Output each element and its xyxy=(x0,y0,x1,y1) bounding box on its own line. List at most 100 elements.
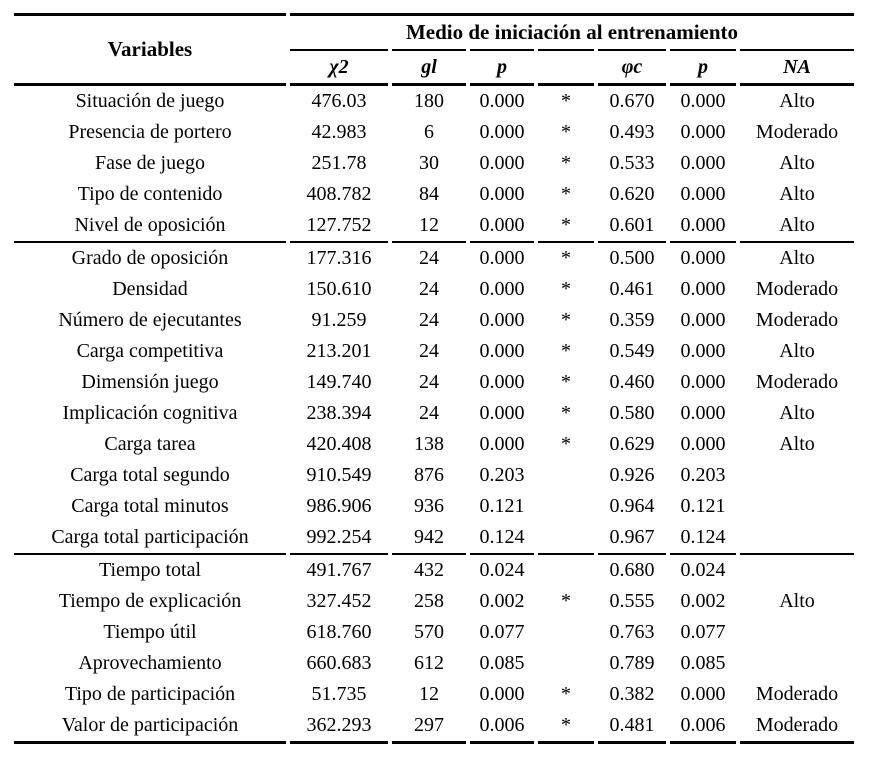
cell-gl: 24 xyxy=(419,402,439,424)
cell-p1: 0.077 xyxy=(479,621,525,643)
cell-phic: 0.481 xyxy=(598,710,666,744)
cell-significance: * xyxy=(561,683,571,705)
cell-chi2: 213.201 xyxy=(306,340,372,362)
cell-p1: 0.000 xyxy=(479,183,525,205)
cell-phic: 0.533 xyxy=(609,152,655,174)
cell-na: Alto xyxy=(779,152,815,174)
cell-gl: 297 xyxy=(392,710,466,744)
cell-gl: 24 xyxy=(419,278,439,300)
cell-phic: 0.555 xyxy=(609,590,655,612)
cell-p1: 0.000 xyxy=(479,402,525,424)
document-page: Variables Medio de iniciación al entrena… xyxy=(10,13,858,744)
cell-p1: 0.000 xyxy=(479,371,525,393)
cell-p1: 0.000 xyxy=(479,247,525,269)
cell-variable: Grado de oposición xyxy=(71,247,229,269)
cell-phic: 0.670 xyxy=(609,90,655,112)
cell-significance: * xyxy=(561,309,571,331)
cell-variable: Nivel de oposición xyxy=(14,210,286,243)
cell-p1: 0.000 xyxy=(479,152,525,174)
cell-na: Moderado xyxy=(740,710,854,744)
cell-p2: 0.000 xyxy=(680,183,726,205)
cell-gl: 936 xyxy=(414,495,444,517)
cell-na: Alto xyxy=(740,210,854,243)
cell-phic: 0.680 xyxy=(609,559,655,581)
cell-chi2: 491.767 xyxy=(306,559,372,581)
cell-gl: 30 xyxy=(419,152,439,174)
cell-p1: 0.000 xyxy=(470,210,534,243)
cell-variable: Tipo de participación xyxy=(64,683,236,705)
cell-p1: 0.000 xyxy=(479,309,525,331)
cell-p2: 0.000 xyxy=(680,433,726,455)
cell-p2: 0.085 xyxy=(680,652,726,674)
cell-gl: 432 xyxy=(414,559,444,581)
cell-na: Alto xyxy=(779,590,815,612)
table-row: Tipo de participación 51.735 12 0.000 * … xyxy=(14,679,854,710)
col-header-significance xyxy=(538,49,594,86)
cell-phic: 0.964 xyxy=(609,495,655,517)
table-row: Dimensión juego 149.740 24 0.000 * 0.460… xyxy=(14,367,854,398)
cell-variable: Carga total participación xyxy=(14,522,286,555)
cell-significance: * xyxy=(561,152,571,174)
table-row: Nivel de oposición 127.752 12 0.000 * 0.… xyxy=(14,210,854,243)
cell-p1: 0.000 xyxy=(479,90,525,112)
col-header-phic: φc xyxy=(598,49,666,86)
cell-variable: Dimensión juego xyxy=(81,371,219,393)
cell-gl: 12 xyxy=(419,683,439,705)
cell-na: Alto xyxy=(779,183,815,205)
cell-variable: Presencia de portero xyxy=(68,121,232,143)
cell-na: Alto xyxy=(779,340,815,362)
cell-chi2: 986.906 xyxy=(306,495,372,517)
table-row: Situación de juego 476.03 180 0.000 * 0.… xyxy=(14,86,854,117)
cell-na xyxy=(740,491,854,522)
cell-na xyxy=(740,617,854,648)
cell-gl: 24 xyxy=(419,247,439,269)
cell-variable: Fase de juego xyxy=(95,152,205,174)
statistics-table: Variables Medio de iniciación al entrena… xyxy=(10,13,858,744)
cell-significance: * xyxy=(561,121,571,143)
variables-column-header: Variables xyxy=(14,13,286,86)
cell-phic: 0.500 xyxy=(609,247,655,269)
cell-na: Alto xyxy=(779,433,815,455)
table-header: Variables Medio de iniciación al entrena… xyxy=(14,13,854,86)
cell-chi2: 992.254 xyxy=(290,522,388,555)
cell-p2: 0.000 xyxy=(680,247,726,269)
cell-na xyxy=(740,648,854,679)
cell-significance: * xyxy=(561,402,571,424)
cell-gl: 138 xyxy=(414,433,444,455)
cell-significance: * xyxy=(561,278,571,300)
cell-significance xyxy=(538,617,594,648)
cell-phic: 0.359 xyxy=(609,309,655,331)
table-row: Tiempo útil 618.760 570 0.077 0.763 0.07… xyxy=(14,617,854,648)
cell-na: Alto xyxy=(779,90,815,112)
col-header-chi2: χ2 xyxy=(290,49,388,86)
cell-variable: Carga total segundo xyxy=(70,464,230,486)
cell-chi2: 660.683 xyxy=(306,652,372,674)
cell-variable: Carga total minutos xyxy=(71,495,229,517)
cell-variable: Aprovechamiento xyxy=(78,652,222,674)
cell-gl: 24 xyxy=(419,340,439,362)
cell-phic: 0.601 xyxy=(598,210,666,243)
cell-phic: 0.460 xyxy=(609,371,655,393)
header-row-sub: χ2 gl p φc p NA xyxy=(14,49,854,86)
cell-phic: 0.580 xyxy=(609,402,655,424)
cell-na: Moderado xyxy=(755,121,839,143)
cell-phic: 0.461 xyxy=(609,278,655,300)
cell-na xyxy=(740,522,854,555)
cell-gl: 24 xyxy=(419,309,439,331)
cell-p1: 0.203 xyxy=(479,464,525,486)
cell-p1: 0.121 xyxy=(479,495,525,517)
cell-variable: Tiempo útil xyxy=(103,621,197,643)
table-row: Carga tarea 420.408 138 0.000 * 0.629 0.… xyxy=(14,429,854,460)
cell-variable: Número de ejecutantes xyxy=(58,309,242,331)
cell-phic: 0.493 xyxy=(609,121,655,143)
cell-chi2: 150.610 xyxy=(306,278,372,300)
cell-phic: 0.926 xyxy=(609,464,655,486)
cell-na: Moderado xyxy=(755,309,839,331)
table-row: Carga total minutos 986.906 936 0.121 0.… xyxy=(14,491,854,522)
cell-p2: 0.000 xyxy=(680,309,726,331)
cell-p2: 0.000 xyxy=(680,121,726,143)
cell-p1: 0.000 xyxy=(479,278,525,300)
cell-significance xyxy=(538,491,594,522)
cell-p2: 0.077 xyxy=(680,621,726,643)
col-header-gl: gl xyxy=(392,49,466,86)
